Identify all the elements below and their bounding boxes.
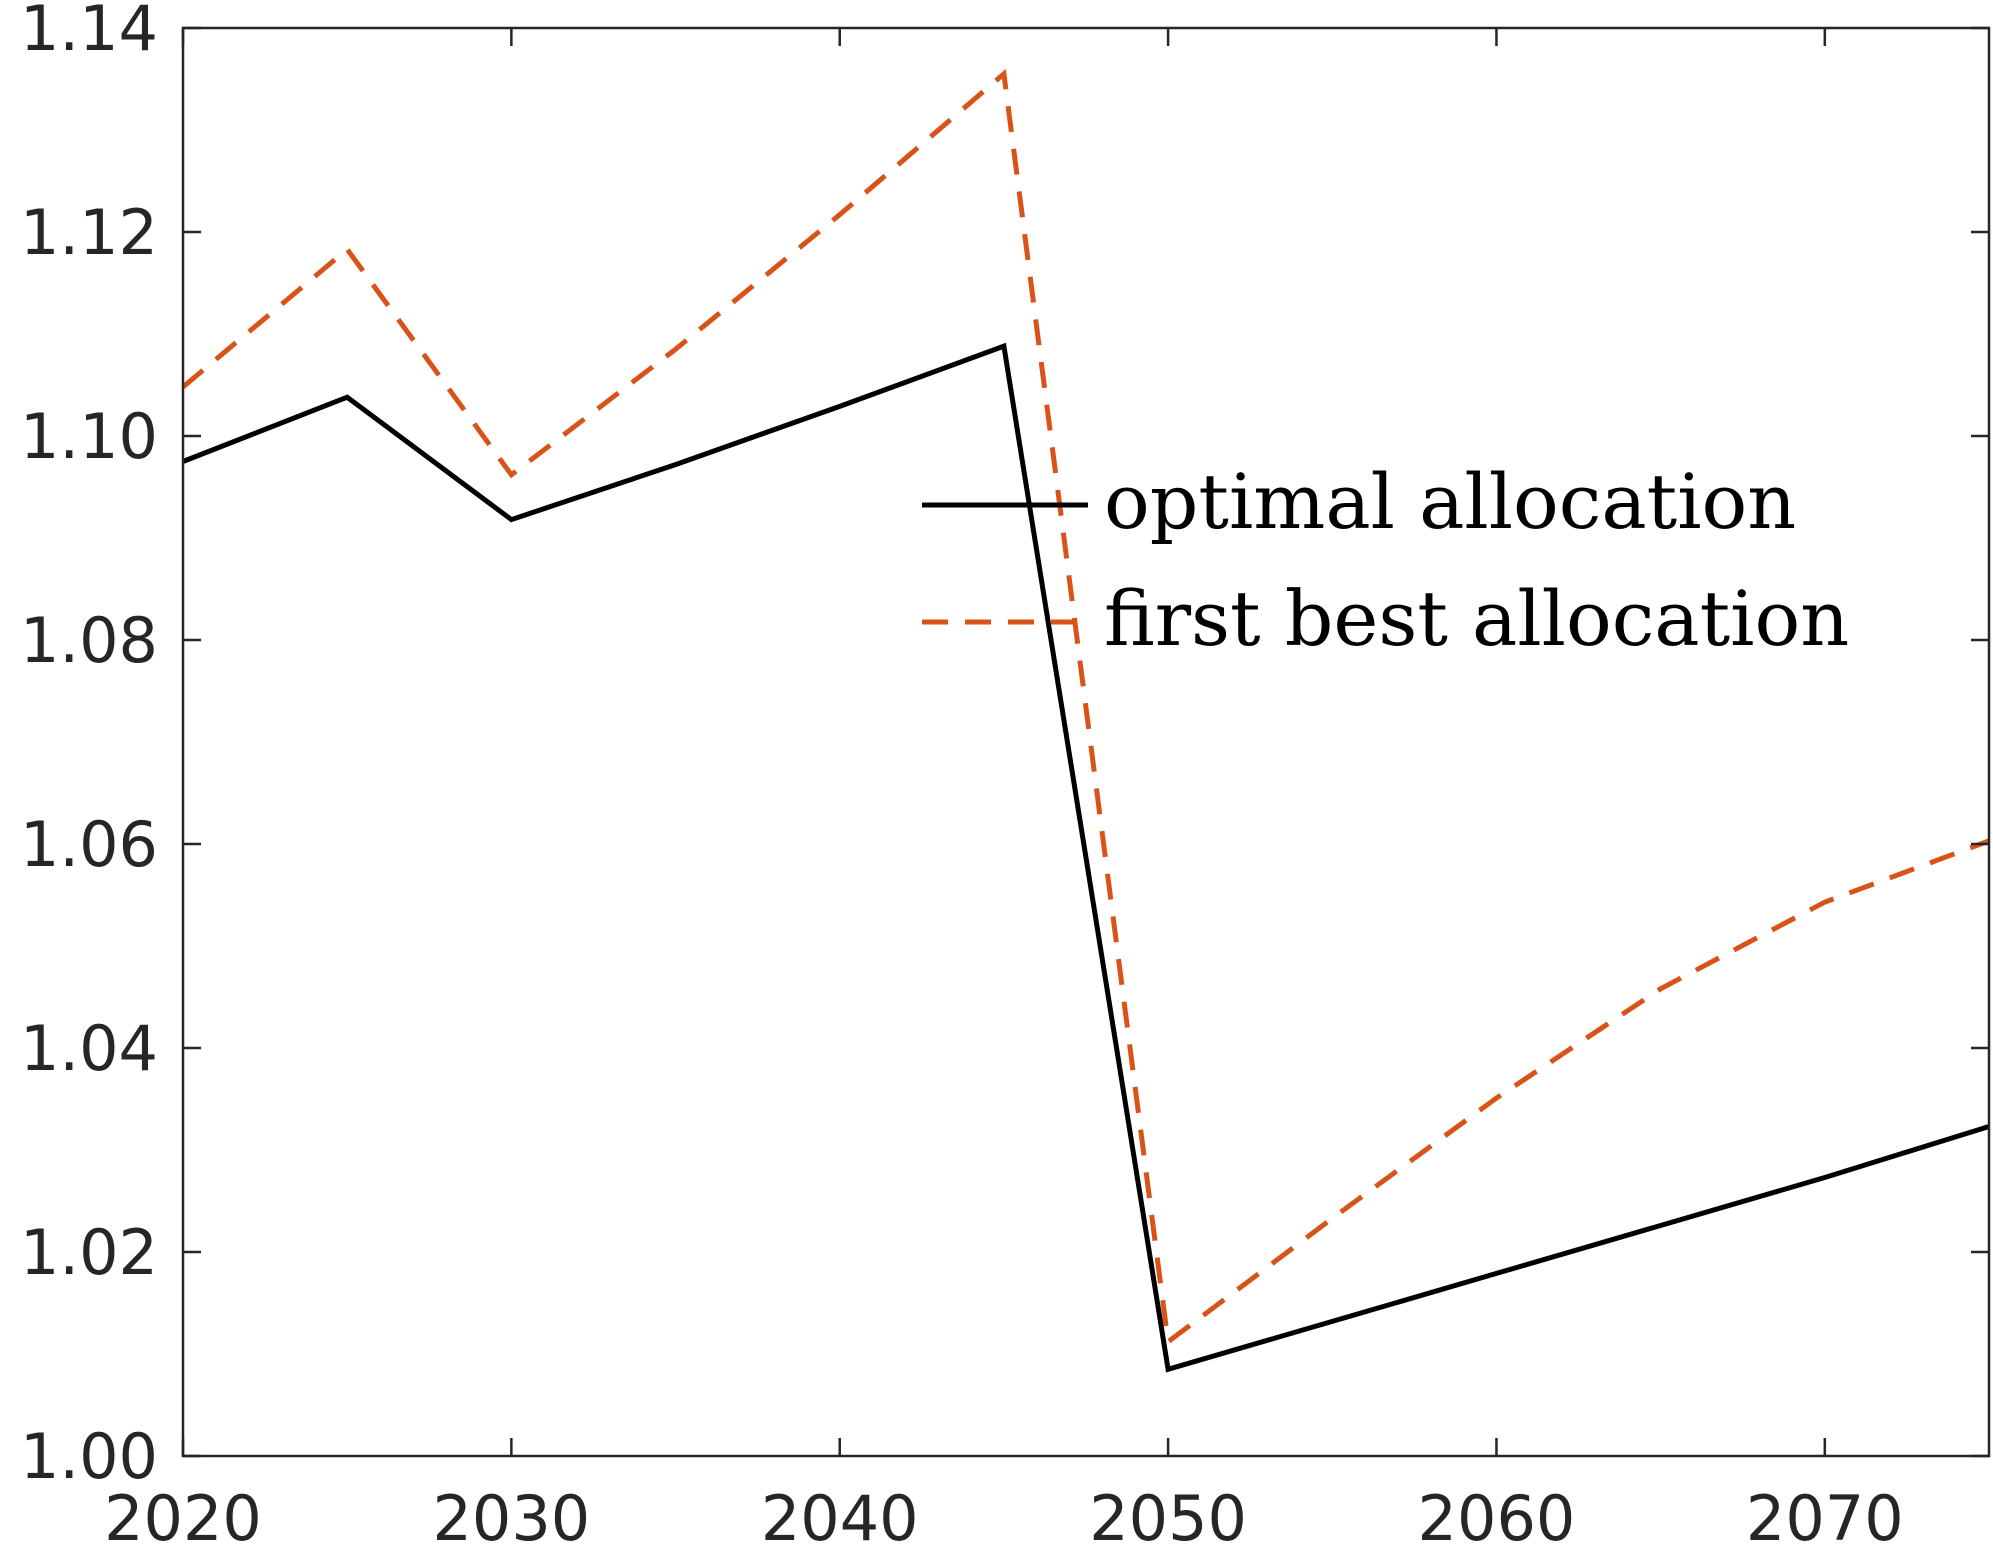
y-tick-label: 1.04: [20, 1012, 158, 1085]
x-tick-label: 2040: [761, 1482, 919, 1553]
legend: optimal allocation first best allocation: [922, 457, 1849, 663]
x-tick-label: 2070: [1746, 1482, 1904, 1553]
y-tick-label: 1.02: [20, 1216, 158, 1289]
legend-label-first-best-allocation: first best allocation: [1104, 574, 1849, 663]
x-tick-labels: 2020 2030 2040 2050 2060 2070: [104, 1482, 1904, 1553]
y-tick-label: 1.12: [20, 196, 158, 269]
y-tick-label: 1.14: [20, 0, 158, 65]
y-tick-labels: 1.00 1.02 1.04 1.06 1.08 1.10 1.12 1.14: [20, 0, 158, 1493]
ticks-layer: [181, 26, 1989, 1458]
x-tick-label: 2030: [432, 1482, 590, 1553]
x-tick-label: 2050: [1089, 1482, 1247, 1553]
y-tick-label: 1.08: [20, 604, 158, 677]
x-tick-label: 2060: [1418, 1482, 1576, 1553]
series-line-optimal-allocation: [182, 342, 1990, 1373]
y-tick-label: 1.10: [20, 400, 158, 473]
legend-label-optimal-allocation: optimal allocation: [1104, 457, 1796, 546]
plot-area-frame: [181, 26, 1991, 1458]
x-tick-label: 2020: [104, 1482, 262, 1553]
y-tick-label: 1.00: [20, 1420, 158, 1493]
y-tick-label: 1.06: [20, 808, 158, 881]
series-line-first-best-allocation: [181, 68, 1990, 1347]
series-layer: [181, 68, 1990, 1373]
